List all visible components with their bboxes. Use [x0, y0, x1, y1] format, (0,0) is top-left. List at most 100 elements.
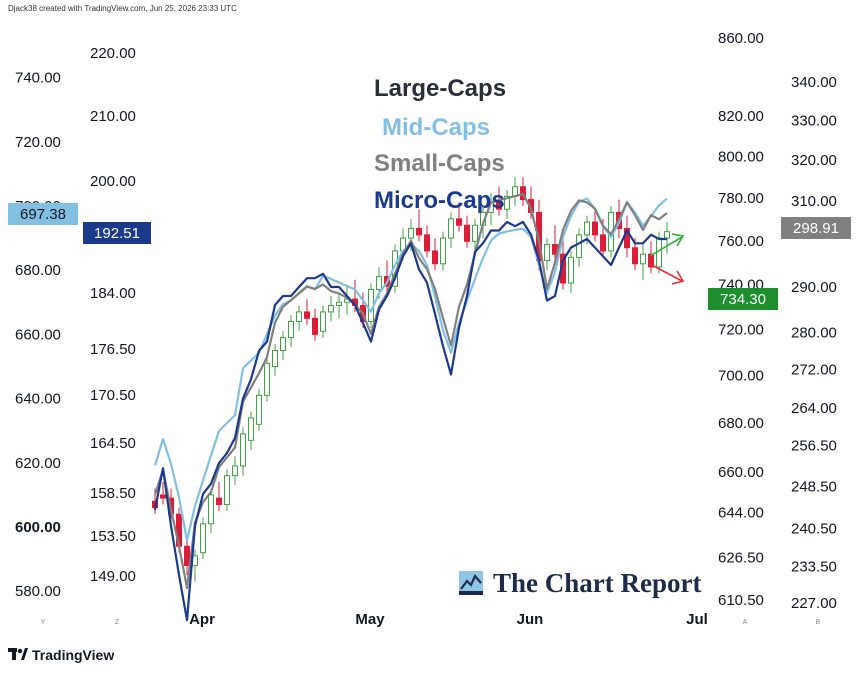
candle-body	[200, 523, 206, 554]
candle-body	[448, 218, 454, 239]
candle-body	[568, 256, 574, 284]
mid-caps-tick: 153.50	[90, 528, 136, 545]
candle-body	[208, 494, 214, 525]
chart-report-logo-icon	[459, 571, 483, 595]
small-caps-tick: 610.50	[718, 592, 764, 609]
micro-caps-tick: 248.50	[791, 478, 837, 495]
chart-watermark-header: Djack38 created with TradingView.com, Ju…	[8, 4, 237, 13]
candle-body	[272, 349, 278, 368]
candle-body	[256, 394, 262, 425]
micro-caps-tick: 264.00	[791, 400, 837, 417]
large-caps-tick: 620.00	[15, 455, 61, 472]
tradingview-logo-icon	[8, 648, 28, 660]
small-caps-tick: 680.00	[718, 415, 764, 432]
candle-body	[160, 494, 166, 499]
micro-caps-tick: 330.00	[791, 112, 837, 129]
large-caps-tick: 720.00	[15, 134, 61, 151]
mid-caps-tick: 220.00	[90, 45, 136, 62]
small-caps-tick: 780.00	[718, 190, 764, 207]
small-caps-tick: 820.00	[718, 108, 764, 125]
mid-caps-tick: 200.00	[90, 173, 136, 190]
candle-body	[232, 465, 238, 477]
x-axis-month-label: Jul	[686, 611, 708, 628]
candle-body	[592, 221, 598, 236]
x-axis-month-label: Apr	[189, 611, 215, 628]
tradingview-footer[interactable]: TradingView	[8, 647, 114, 663]
legend-entry-micro-caps: Micro-Caps	[374, 187, 505, 214]
large-caps-tick: 580.00	[15, 583, 61, 600]
large-caps-tick: 660.00	[15, 326, 61, 343]
scale-id-label: B	[816, 619, 821, 626]
legend-entry-mid-caps: Mid-Caps	[382, 114, 490, 141]
candle-body	[576, 234, 582, 258]
mid-caps-tick: 176.50	[90, 341, 136, 358]
candle-body	[640, 253, 646, 265]
scale-id-label: A	[743, 619, 748, 626]
red-arrow-head-icon	[671, 270, 685, 285]
micro-caps-tick: 227.00	[791, 595, 837, 612]
candle-body	[240, 433, 246, 467]
candle-body	[584, 221, 590, 236]
mid-caps-tick: 164.50	[90, 435, 136, 452]
micro-caps-tick: 233.50	[791, 559, 837, 576]
candle-body	[304, 311, 310, 319]
large-caps-last-value-badge-bg	[8, 203, 78, 225]
small-caps-tick: 760.00	[718, 233, 764, 250]
scale-id-label: Y	[41, 619, 46, 626]
small-caps-last-value-badge-bg	[708, 288, 778, 310]
green-arrow-shaft	[649, 236, 683, 257]
candle-body	[184, 545, 190, 567]
candle-body	[664, 231, 670, 239]
mid-caps-tick: 170.50	[90, 387, 136, 404]
mid-caps-last-value-badge-bg	[83, 222, 151, 244]
micro-caps-tick: 256.50	[791, 437, 837, 454]
tradingview-name: TradingView	[32, 647, 115, 663]
legend-entry-small-caps: Small-Caps	[374, 150, 505, 177]
small-caps-last-value-badge-text: 734.30	[720, 291, 766, 308]
candle-body	[456, 218, 462, 226]
large-caps-tick: 600.00	[15, 519, 61, 536]
candle-body	[312, 317, 318, 335]
candle-body	[464, 224, 470, 242]
scale-id-label: Z	[115, 619, 120, 626]
micro-caps-line	[153, 220, 667, 622]
candle-body	[432, 250, 438, 265]
large-caps-tick: 680.00	[15, 262, 61, 279]
brand-watermark: The Chart Report	[459, 566, 701, 600]
small-caps-tick: 626.50	[718, 550, 764, 567]
candle-body	[424, 234, 430, 252]
mid-caps-last-value-badge: 192.51	[83, 222, 151, 244]
x-axis-month-label: May	[355, 611, 385, 628]
candle-body	[248, 417, 254, 441]
candle-body	[600, 234, 606, 252]
micro-caps-last-value-badge-bg	[781, 217, 851, 239]
candle-body	[504, 195, 510, 210]
candle-body	[408, 227, 414, 239]
small-caps-tick: 860.00	[718, 30, 764, 47]
small-caps-tick: 720.00	[718, 321, 764, 338]
mid-caps-tick: 210.00	[90, 108, 136, 125]
legend-entry-large-caps: Large-Caps	[374, 75, 506, 102]
large-caps-last-value-badge: 697.38	[8, 203, 78, 225]
candle-body	[328, 305, 334, 313]
micro-caps-tick: 340.00	[791, 74, 837, 91]
candle-body	[632, 247, 638, 265]
small-caps-tick: 800.00	[718, 149, 764, 166]
candle-body	[544, 244, 550, 262]
small-caps-last-value-badge: 734.30	[708, 288, 778, 310]
mid-caps-tick: 149.00	[90, 568, 136, 585]
candle-body	[296, 311, 302, 323]
candle-body	[280, 337, 286, 351]
mid-caps-tick: 158.50	[90, 485, 136, 502]
candle-body	[320, 311, 326, 332]
small-caps-tick: 660.00	[718, 464, 764, 481]
micro-caps-tick: 310.00	[791, 193, 837, 210]
candle-body	[496, 202, 502, 210]
candle-body	[376, 276, 382, 290]
mid-caps-last-value-badge-text: 192.51	[94, 225, 140, 242]
micro-caps-tick: 272.00	[791, 362, 837, 379]
large-caps-tick: 740.00	[15, 70, 61, 87]
candle-body	[648, 253, 654, 268]
small-caps-tick: 644.00	[718, 504, 764, 521]
